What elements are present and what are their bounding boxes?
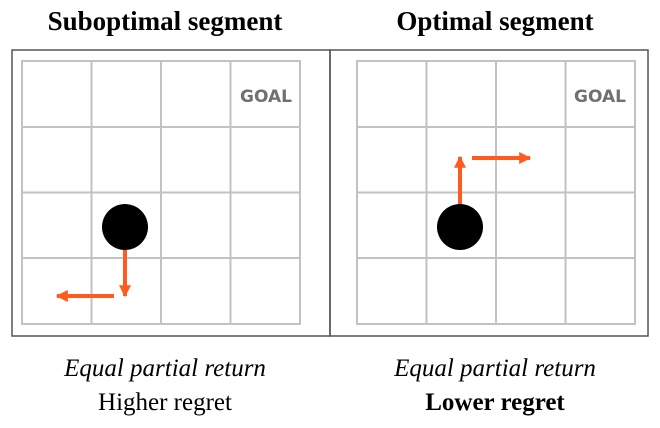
optimal-panel: GOAL: [329, 49, 649, 337]
optimal-caption-regret: Lower regret: [425, 389, 565, 416]
optimal-panel-frame: [329, 49, 649, 337]
optimal-segment-title: Optimal segment: [396, 6, 594, 36]
optimal-grid: [356, 60, 636, 325]
suboptimal-segment-title: Suboptimal segment: [47, 6, 283, 36]
suboptimal-goal-label: GOAL: [240, 87, 292, 107]
optimal-caption-return: Equal partial return: [394, 355, 596, 382]
suboptimal-panel: GOAL: [11, 49, 331, 337]
optimal-goal-label: GOAL: [574, 87, 626, 107]
suboptimal-grid: [21, 60, 301, 325]
optimal-agent: [437, 204, 483, 250]
suboptimal-agent: [102, 204, 148, 250]
suboptimal-caption-regret: Higher regret: [98, 389, 232, 416]
suboptimal-caption-return: Equal partial return: [64, 355, 266, 382]
